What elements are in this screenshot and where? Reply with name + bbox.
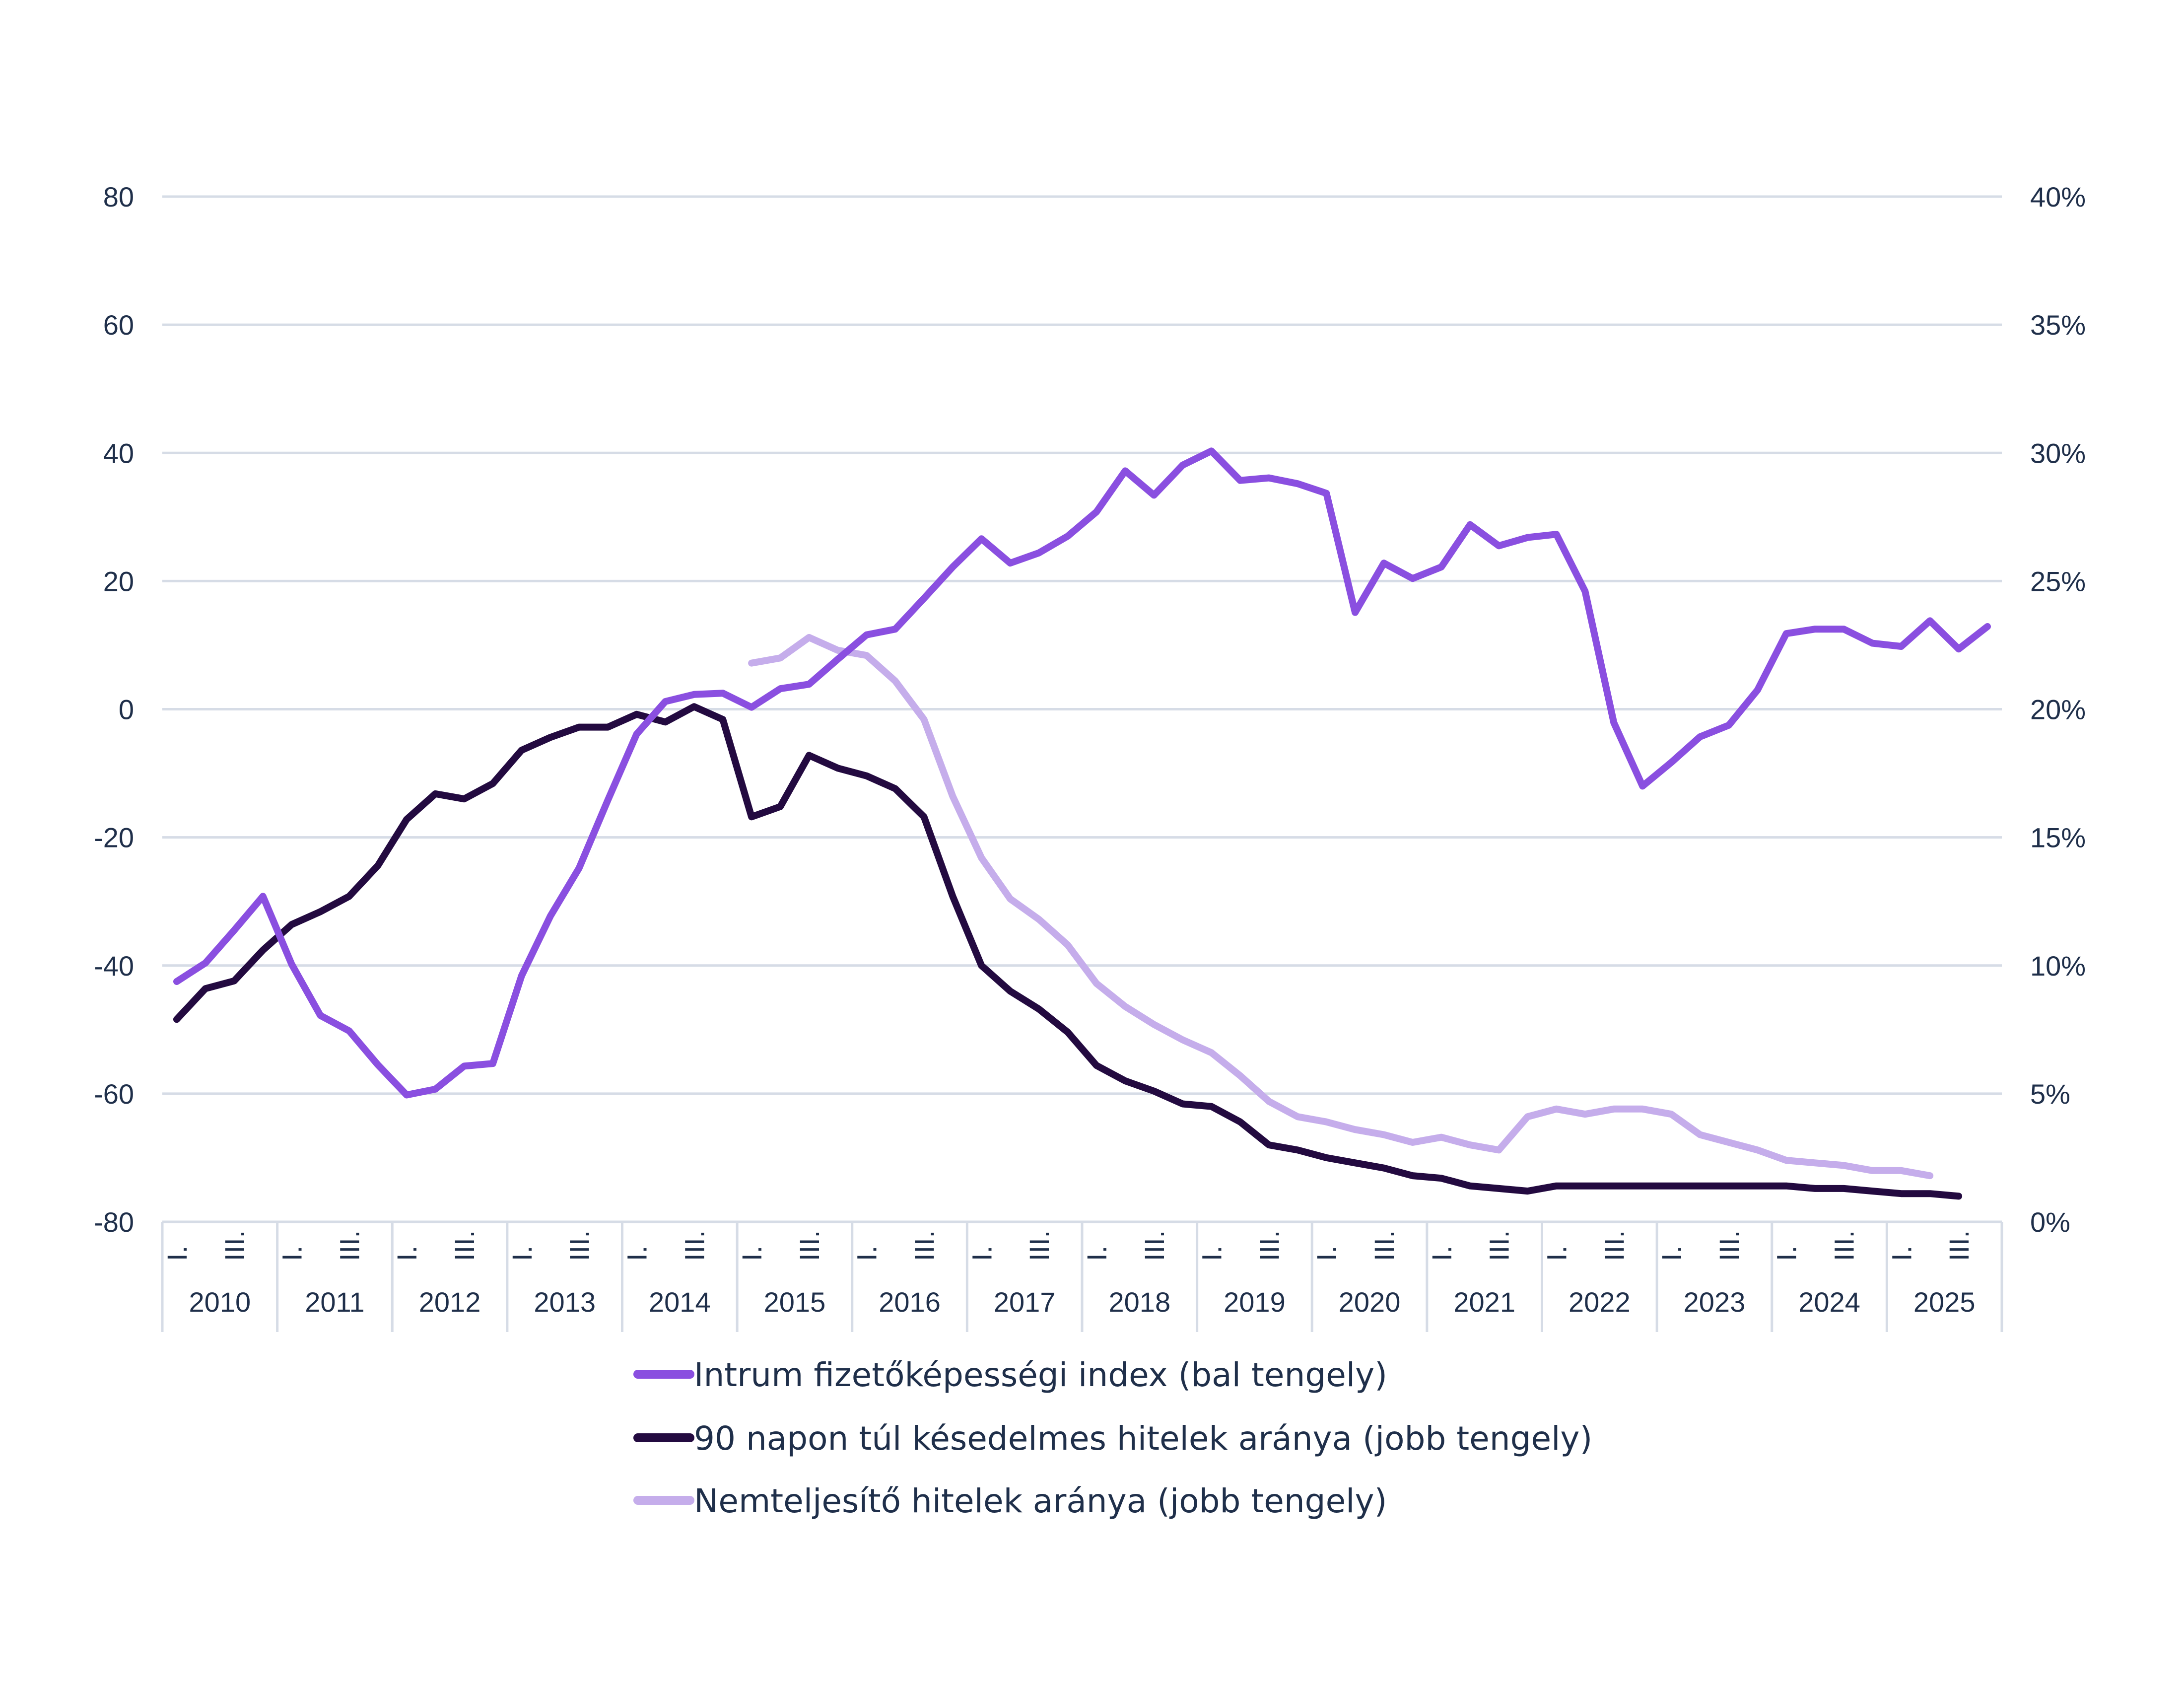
x-axis-quarter-label: III. [1139, 1230, 1170, 1261]
x-axis-quarter-label: III. [1368, 1230, 1400, 1261]
legend-label: Intrum fizetőképességi index (bal tengel… [694, 1356, 1387, 1394]
left-axis-tick-label: 60 [103, 309, 134, 341]
x-axis-year-label: 2022 [1569, 1286, 1631, 1318]
gridlines [162, 195, 2002, 1223]
right-axis-tick-label: 10% [2030, 950, 2086, 982]
legend: Intrum fizetőképességi index (bal tengel… [633, 1356, 1592, 1520]
x-axis-year-label: 2016 [879, 1286, 941, 1318]
x-axis-quarter-label: I. [1541, 1246, 1572, 1261]
x-axis-year-label: 2010 [189, 1286, 251, 1318]
x-axis-quarter-label: I. [161, 1246, 193, 1261]
left-axis-tick-label: 40 [103, 437, 134, 469]
x-axis-year-label: 2021 [1453, 1286, 1515, 1318]
x-axis-year-label: 2024 [1798, 1286, 1860, 1318]
legend-label: Nemteljesítő hitelek aránya (jobb tengel… [694, 1482, 1387, 1520]
right-axis-tick-label: 30% [2030, 437, 2086, 469]
x-axis-year-label: 2017 [994, 1286, 1056, 1318]
x-axis-year-label: 2018 [1109, 1286, 1171, 1318]
x-axis-quarter-label: I. [621, 1246, 652, 1261]
x-axis-year-label: 2015 [764, 1286, 826, 1318]
left-axis-tick-label: -40 [94, 950, 134, 982]
left-axis-ticks: 80 60 40 20 0 -20 -40 -60 -80 [94, 181, 134, 1238]
x-axis-quarter-label: III. [1943, 1230, 1975, 1261]
x-axis-year-label: 2013 [534, 1286, 596, 1318]
right-axis-tick-label: 5% [2030, 1078, 2070, 1110]
x-axis-year-label: 2014 [649, 1286, 711, 1318]
x-axis-year-label: 2025 [1913, 1286, 1976, 1318]
left-axis-tick-label: 0 [119, 694, 134, 725]
x-axis-quarter-label: III. [449, 1230, 480, 1261]
left-axis-tick-label: -60 [94, 1078, 134, 1110]
x-axis-quarter-label: III. [679, 1230, 710, 1261]
left-axis-tick-label: 20 [103, 565, 134, 597]
right-axis-tick-label: 25% [2030, 565, 2086, 597]
left-axis-tick-label: 80 [103, 181, 134, 212]
right-axis-tick-label: 35% [2030, 309, 2086, 341]
right-axis-tick-label: 0% [2030, 1206, 2070, 1238]
x-axis-quarter-label: I. [966, 1246, 997, 1261]
x-axis-quarter-label: III. [1484, 1230, 1515, 1261]
x-axis-quarter-label: I. [506, 1246, 538, 1261]
x-axis-quarter-label: I. [276, 1246, 308, 1261]
x-axis-year-label: 2011 [305, 1286, 364, 1318]
x-axis-quarter-label: I. [1311, 1246, 1342, 1261]
series-line-1 [173, 703, 1963, 1200]
x-axis-quarter-label: I. [736, 1246, 767, 1261]
right-axis-ticks: 40% 35% 30% 25% 20% 15% 10% 5% 0% [2030, 181, 2086, 1238]
x-axis-quarter-label: I. [1196, 1246, 1228, 1261]
x-axis-quarter-label: I. [1771, 1246, 1802, 1261]
x-axis-quarter-label: III. [219, 1230, 250, 1261]
x-axis-quarter-label: III. [564, 1230, 595, 1261]
x-axis-quarter-label: III. [1598, 1230, 1630, 1261]
x-axis-quarter-label: III. [909, 1230, 940, 1261]
x-axis-year-label: 2020 [1339, 1286, 1401, 1318]
right-axis-tick-label: 15% [2030, 822, 2086, 853]
x-axis-quarter-label: III. [794, 1230, 825, 1261]
x-axis-quarter-label: I. [1426, 1246, 1457, 1261]
x-axis-year-label: 2019 [1224, 1286, 1286, 1318]
left-axis-tick-label: -80 [94, 1206, 134, 1238]
right-axis-tick-label: 20% [2030, 694, 2086, 725]
x-axis-quarter-label: III. [1829, 1230, 1860, 1261]
x-axis-quarter-label: III. [1713, 1230, 1745, 1261]
series-lines [173, 447, 1991, 1200]
x-axis-quarter-label: I. [391, 1246, 422, 1261]
x-axis-quarter-label: III. [334, 1230, 365, 1261]
x-axis-quarter-label: I. [1886, 1246, 1917, 1261]
x-axis: 2010 I. III. 2011 I. III. 2012 I. III. 2013 I. III.… [161, 1222, 2003, 1332]
x-axis-quarter-label: I. [851, 1246, 883, 1261]
series-line-0 [173, 447, 1991, 1099]
x-axis-year-label: 2023 [1684, 1286, 1746, 1318]
right-axis-tick-label: 40% [2030, 181, 2086, 212]
x-axis-year-label: 2012 [419, 1286, 481, 1318]
x-axis-quarter-label: I. [1656, 1246, 1687, 1261]
x-axis-quarter-label: III. [1024, 1230, 1055, 1261]
x-axis-quarter-label: III. [1253, 1230, 1285, 1261]
left-axis-tick-label: -20 [94, 822, 134, 853]
x-axis-quarter-label: I. [1081, 1246, 1112, 1261]
legend-label: 90 napon túl késedelmes hitelek aránya (… [694, 1419, 1592, 1458]
series-line-2 [748, 633, 1934, 1180]
